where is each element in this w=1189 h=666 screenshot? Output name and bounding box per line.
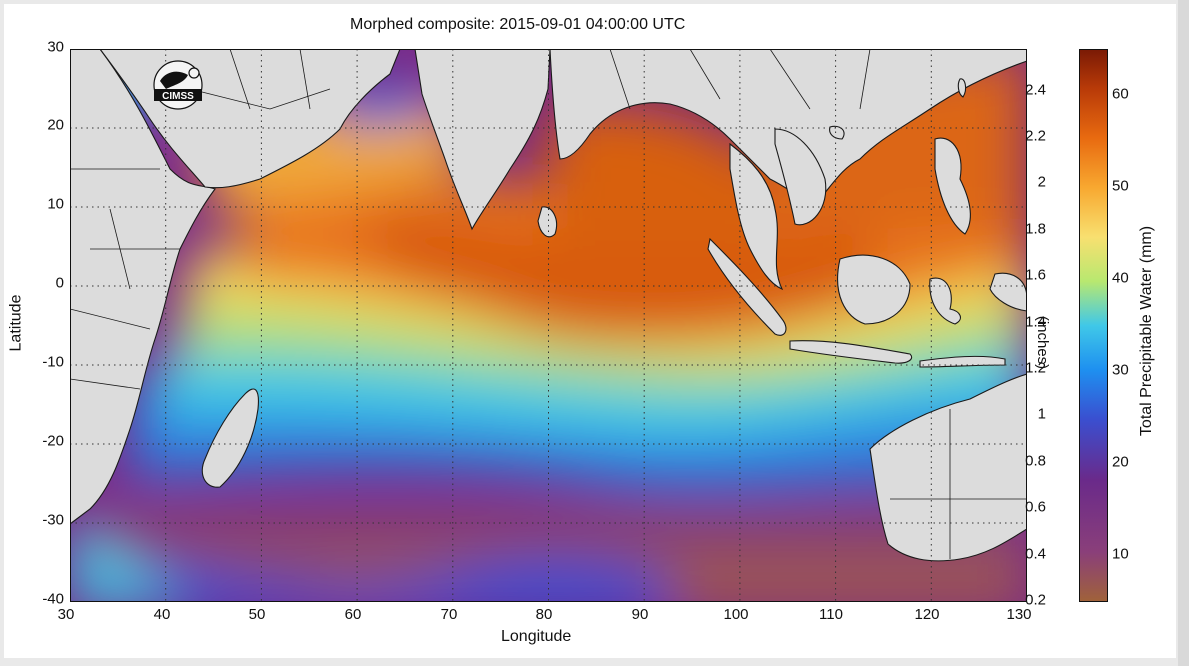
taiwan-land xyxy=(957,78,967,98)
asia-land xyxy=(549,49,1027,205)
colorbar-mm-tick: 10 xyxy=(1112,545,1129,563)
x-tick-label: 130 xyxy=(1006,606,1032,623)
map-border xyxy=(70,49,1027,602)
y-tick-label: -20 xyxy=(42,432,64,450)
colorbar xyxy=(1079,49,1108,602)
colorbar-inch-tick: 0.2 xyxy=(1025,591,1046,609)
y-tick-label: 10 xyxy=(47,195,64,213)
moisture-field xyxy=(70,49,1027,602)
borders xyxy=(70,49,1027,559)
y-tick-label: -30 xyxy=(42,511,64,529)
india-land xyxy=(414,49,551,231)
x-tick-label: 110 xyxy=(819,606,843,623)
madagascar-land xyxy=(201,388,259,488)
colorbar-inch-label: (inches) xyxy=(1034,315,1052,370)
colorbar-inch-tick: 1.8 xyxy=(1025,220,1046,238)
figure-panel: Morphed composite: 2015-09-01 04:00:00 U… xyxy=(4,4,1176,658)
colorbar-inch-tick: 0.8 xyxy=(1025,452,1046,470)
y-tick-label: 20 xyxy=(47,116,64,134)
x-tick-label: 30 xyxy=(57,606,75,623)
hainan-land xyxy=(829,125,845,140)
y-tick-label: -10 xyxy=(42,353,64,371)
colorbar-inch-tick: 1.2 xyxy=(1025,359,1046,377)
x-tick-label: 70 xyxy=(440,606,458,623)
colorbar-mm-tick: 20 xyxy=(1112,453,1129,471)
colorbar-inch-tick: 2 xyxy=(1037,173,1046,191)
x-axis-label: Longitude xyxy=(501,628,572,645)
landmasses xyxy=(70,49,1027,562)
colorbar-inch-tick: 1.6 xyxy=(1025,266,1046,284)
x-tick-label: 50 xyxy=(248,606,266,623)
java-land xyxy=(789,340,913,364)
srilanka-land xyxy=(537,206,558,238)
window-scrollbar[interactable] xyxy=(1178,0,1189,666)
colorbar-mm-tick: 50 xyxy=(1112,177,1129,195)
indochina-land xyxy=(729,142,784,291)
tpw-map: CIMSS xyxy=(70,49,1027,602)
x-tick-label: 120 xyxy=(914,606,940,623)
y-axis-label: Latitude xyxy=(7,294,25,352)
y-tick-label: -40 xyxy=(42,590,64,608)
colorbar-inch-tick: 2.2 xyxy=(1025,127,1046,145)
cimss-logo-text: CIMSS xyxy=(162,91,194,102)
colorbar-gradient xyxy=(1079,49,1108,602)
x-tick-label: 60 xyxy=(344,606,362,623)
x-tick-label: 100 xyxy=(723,606,749,623)
philippines-land xyxy=(934,137,971,235)
graticule xyxy=(70,49,1027,602)
x-tick-label: 90 xyxy=(631,606,649,623)
newguinea-land xyxy=(989,272,1027,312)
colorbar-inch-tick: 1 xyxy=(1037,405,1046,423)
borneo-land xyxy=(837,254,911,325)
colorbar-mm-label: Total Precipitable Water (mm) xyxy=(1138,225,1156,437)
australia-land xyxy=(869,373,1027,562)
colorbar-inch-tick: 0.6 xyxy=(1025,498,1046,516)
cimss-logo: CIMSS xyxy=(153,60,203,110)
colorbar-mm-tick: 40 xyxy=(1112,269,1129,287)
chart-title: Morphed composite: 2015-09-01 04:00:00 U… xyxy=(350,16,686,33)
y-tick-label: 0 xyxy=(55,274,64,292)
sumatra-land xyxy=(707,237,787,336)
colorbar-mm-tick: 60 xyxy=(1112,85,1129,103)
vietnam-land xyxy=(774,128,827,226)
y-tick-label: 30 xyxy=(47,38,64,56)
sulawesi-land xyxy=(929,277,961,325)
x-tick-label: 40 xyxy=(153,606,171,623)
x-tick-label: 80 xyxy=(535,606,553,623)
colorbar-mm-tick: 30 xyxy=(1112,361,1129,379)
colorbar-inch-tick: 0.4 xyxy=(1025,545,1046,563)
colorbar-inch-tick: 2.4 xyxy=(1025,81,1046,99)
colorbar-inch-tick: 1.4 xyxy=(1025,313,1046,331)
